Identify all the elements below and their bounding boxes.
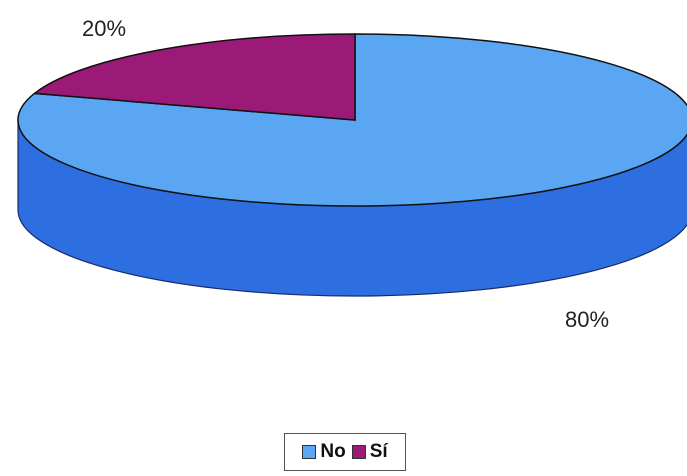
legend-item-no: No (302, 441, 346, 463)
legend-swatch-si (351, 445, 366, 459)
legend-label-si: Sí (369, 441, 388, 462)
legend-item-si: Sí (351, 441, 388, 463)
data-label-no: 80% (565, 307, 609, 332)
legend: No Sí (284, 433, 406, 471)
data-label-si: 20% (82, 16, 126, 41)
legend-label-no: No (320, 441, 346, 462)
pie-slice-si (32, 33, 356, 121)
legend-swatch-no (302, 445, 317, 459)
